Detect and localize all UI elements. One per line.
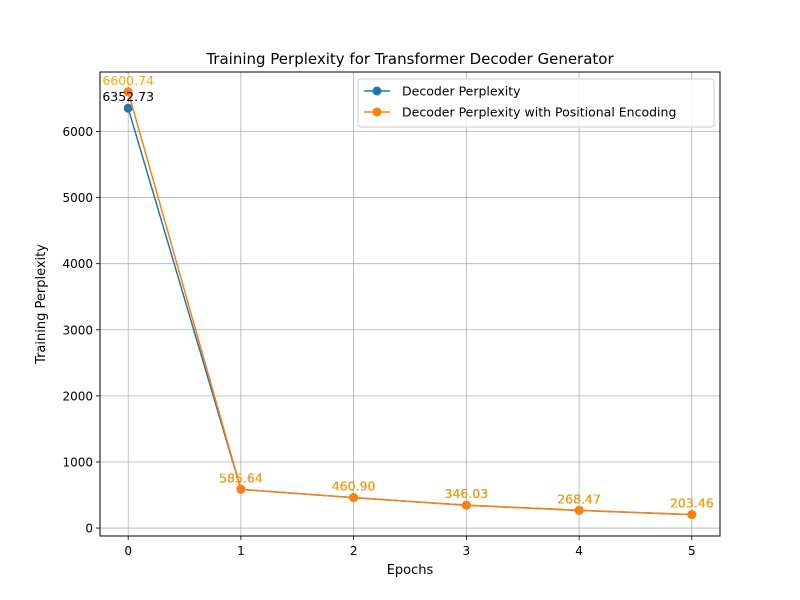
x-tick-label: 5 — [688, 544, 696, 558]
data-label: 460.90 — [332, 479, 376, 494]
data-point — [123, 103, 133, 113]
x-tick-label: 1 — [237, 544, 245, 558]
x-tick-label: 2 — [350, 544, 358, 558]
series-2 — [123, 87, 697, 520]
data-point — [123, 87, 133, 97]
data-point — [349, 493, 359, 503]
y-tick-label: 3000 — [62, 323, 93, 337]
legend-box — [357, 78, 715, 128]
y-axis-label: Training Perplexity — [34, 244, 49, 365]
legend-label: Decoder Perplexity with Positional Encod… — [402, 105, 676, 120]
data-point — [574, 505, 584, 515]
data-point — [236, 484, 246, 494]
y-tick-label: 5000 — [62, 191, 93, 205]
legend-marker — [372, 107, 382, 117]
data-label: 6600.74 — [102, 73, 154, 88]
legend-label: Decoder Perplexity — [402, 84, 521, 99]
data-label: 346.03 — [444, 486, 488, 501]
data-label: 346.03 — [444, 486, 488, 501]
data-label: 268.47 — [557, 491, 601, 506]
y-tick-label: 4000 — [62, 257, 93, 271]
data-point — [461, 500, 471, 510]
data-label: 585.64 — [219, 470, 263, 485]
y-tick-label: 2000 — [62, 389, 93, 403]
data-label: 6352.73 — [102, 89, 154, 104]
data-label: 460.90 — [332, 479, 376, 494]
series-line — [127, 91, 692, 516]
x-tick-label: 3 — [463, 544, 471, 558]
x-tick-label: 4 — [575, 544, 583, 558]
ticks: 0 1 2 3 4 5 0 1000 2000 3000 4000 5000 6000 — [62, 125, 695, 558]
x-axis-label: Epochs — [387, 563, 434, 578]
x-tick-label: 0 — [124, 544, 132, 558]
data-label: 203.46 — [670, 496, 714, 511]
chart-title: Training Perplexity for Transformer Deco… — [205, 50, 614, 68]
axes-frame — [99, 71, 721, 537]
grid — [100, 72, 720, 536]
y-tick-label: 1000 — [62, 455, 93, 469]
legend-marker — [372, 86, 382, 96]
y-tick-label: 6000 — [62, 125, 93, 139]
data-label: 268.47 — [557, 491, 601, 506]
data-point — [687, 510, 697, 520]
data-label: 203.46 — [670, 496, 714, 511]
legend-item: Decoder Perplexity — [364, 84, 521, 99]
data-labels: 6352.73 585.64 460.90 346.03 268.47 203.46 660… — [102, 73, 713, 511]
y-tick-label: 0 — [85, 522, 93, 536]
series-group — [123, 87, 697, 520]
legend: Decoder Perplexity Decoder Perplexity wit… — [357, 78, 715, 128]
legend-item: Decoder Perplexity with Positional Encod… — [364, 105, 676, 120]
data-label: 585.64 — [219, 470, 263, 485]
